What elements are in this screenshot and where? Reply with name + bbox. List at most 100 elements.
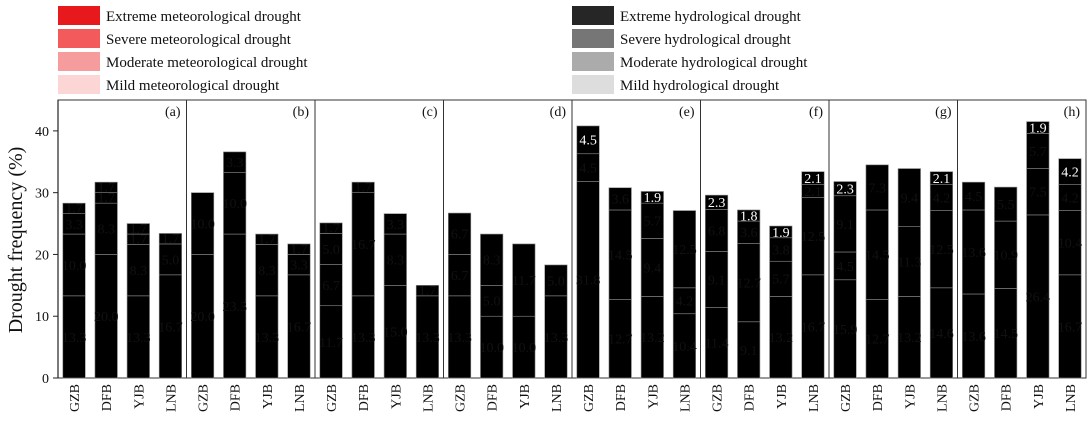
data-label: 12.7 — [736, 276, 761, 291]
category-label: DFB — [871, 384, 886, 411]
bar-segment — [191, 192, 215, 255]
data-label: 2.3 — [836, 183, 854, 198]
panel-b: (b)20.010.023.310.03.313.38.31.716.73.31… — [186, 99, 316, 379]
bar-yjb: 15.0 8.3 3.3 — [383, 213, 408, 379]
legend-label: Mild meteorological drought — [106, 78, 280, 94]
legend-swatch — [572, 29, 614, 48]
data-label: 6.7 — [451, 228, 469, 243]
category-label: YJB — [903, 384, 918, 409]
bar-lnb: 14.6 12.5 4.2 2.1 — [929, 171, 954, 379]
data-label: 10.9 — [993, 249, 1018, 264]
bar-segment — [126, 223, 150, 235]
data-label: 11.4 — [705, 337, 729, 352]
data-label: 5.7 — [772, 273, 790, 288]
category-label: DFB — [486, 384, 501, 411]
data-label: 13.2 — [897, 331, 922, 346]
bar-segment — [705, 194, 729, 210]
data-label: 14.6 — [929, 327, 954, 342]
legend-swatch — [572, 52, 614, 71]
data-label: 5.0 — [162, 253, 180, 268]
category-label: GZB — [711, 384, 726, 412]
bar-segment — [94, 181, 118, 193]
bar-segment — [512, 243, 536, 317]
panel-label: (g) — [935, 105, 952, 120]
data-label: 1.7 — [354, 181, 372, 196]
data-label: 4.2 — [933, 192, 951, 207]
data-label: 20.0 — [94, 310, 119, 325]
panel-f: (f)11.49.16.82.39.112.73.61.813.25.73.81… — [700, 99, 830, 379]
legend-swatch — [572, 75, 614, 94]
data-label: 2.1 — [804, 185, 822, 200]
legend-swatch — [58, 6, 100, 25]
bar-gzb: 20.0 10.0 — [190, 192, 215, 379]
panel-h: (h) 13.6 13.6 4.5 14.5 10.9 5.5 26.4 7.5 5.7 1.9 16… — [957, 99, 1087, 379]
data-label: 6.7 — [322, 279, 340, 294]
bar-segment — [383, 213, 407, 235]
bar-segment — [994, 186, 1018, 222]
data-label: 7.5 — [1029, 186, 1047, 201]
data-label: 5.0 — [483, 295, 501, 310]
panel-label: (b) — [293, 105, 310, 120]
category-label: LNB — [293, 384, 308, 412]
bar-yjb: 13.3 8.3 1.71.7 — [126, 222, 151, 379]
legend-swatch — [58, 29, 100, 48]
bar-dfb: 14.5 10.9 5.5 — [993, 186, 1018, 379]
bar-lnb: 16.7 10.4 4.2 4.2 — [1058, 158, 1083, 379]
y-tick-label: 10 — [35, 310, 49, 325]
legend-swatch — [58, 75, 100, 94]
data-label: 14.5 — [608, 249, 633, 264]
data-label: 10.4 — [1058, 237, 1083, 252]
panel-label: (e) — [679, 105, 695, 120]
data-label: 1.7 — [290, 242, 308, 257]
data-label: 2.1 — [804, 172, 822, 187]
bar-yjb: 13.2 5.7 3.8 1.9 — [769, 225, 794, 379]
data-label: 16.7 — [158, 320, 183, 335]
data-label: 6.8 — [708, 224, 726, 239]
bar-segment — [1026, 121, 1050, 134]
data-label: 20.0 — [190, 310, 215, 325]
bar-segment — [319, 222, 343, 234]
bar-segment — [255, 233, 279, 245]
bar-segment — [62, 202, 86, 214]
category-label: YJB — [1032, 384, 1047, 409]
data-label: 13.3 — [415, 331, 440, 346]
data-label: 14.5 — [865, 249, 890, 264]
panel-label: (d) — [550, 105, 567, 120]
category-label: YJB — [646, 384, 661, 409]
panel-frame — [957, 99, 1087, 379]
legend-label: Severe meteorological drought — [106, 32, 292, 48]
legend-label: Mild hydrological drought — [620, 78, 780, 94]
category-label: LNB — [807, 384, 822, 412]
data-label: 15.9 — [833, 323, 858, 338]
panel-c: (c) 11.7 6.7 5.0 1.7 13.3 16.7 1.7 15.0 8.3 3.3 13.… — [314, 99, 444, 379]
category-label: DFB — [614, 384, 629, 411]
data-label: 16.7 — [351, 238, 376, 253]
category-label: YJB — [261, 384, 276, 409]
data-label: 13.6 — [961, 330, 986, 345]
data-label: 1.7 — [130, 233, 148, 248]
data-label: 16.7 — [801, 320, 826, 335]
data-label: 3.6 — [611, 193, 629, 208]
data-label: 4.5 — [579, 134, 597, 149]
bar-segment — [576, 125, 600, 155]
bar-segment — [287, 243, 311, 255]
data-label: 8.3 — [483, 254, 501, 269]
data-label: 4.2 — [1061, 166, 1079, 181]
bar-segment — [897, 168, 921, 227]
bar-dfb: 13.3 16.7 1.7 — [351, 181, 376, 379]
bar-dfb: 12.7 14.5 3.6 — [608, 187, 633, 379]
data-label: 9.4 — [901, 192, 919, 207]
data-label: 8.3 — [97, 223, 115, 238]
data-label: 31.8 — [576, 274, 601, 289]
bar-segment — [801, 171, 825, 185]
category-label: YJB — [518, 384, 533, 409]
bar-segment — [351, 181, 375, 193]
data-label: 8.3 — [130, 264, 148, 279]
bar-segment — [480, 233, 504, 286]
bar-segment — [865, 164, 889, 211]
category-label: GZB — [197, 384, 212, 412]
data-label: 1.7 — [65, 202, 83, 217]
category-label: LNB — [1064, 384, 1079, 412]
data-label: 13.2 — [769, 331, 794, 346]
